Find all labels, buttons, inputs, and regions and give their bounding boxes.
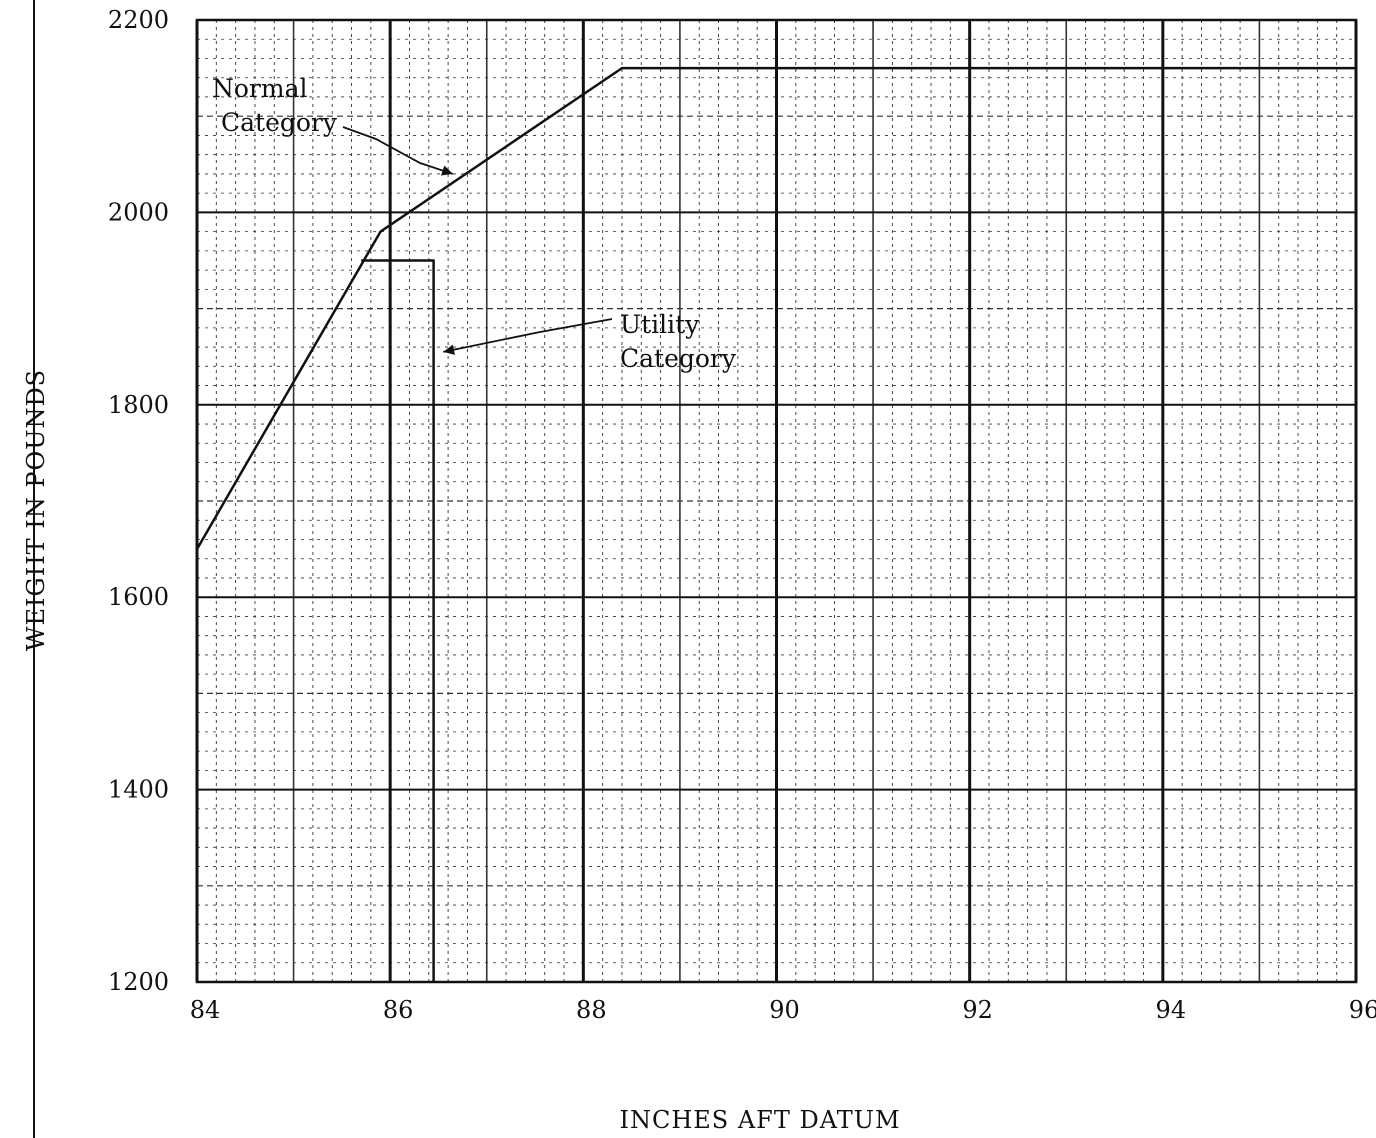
arrowhead-icon bbox=[441, 165, 453, 176]
x-tick-label: 96 bbox=[1349, 996, 1376, 1024]
annotation-text: Utility bbox=[620, 310, 700, 339]
y-tick-labels: 1200 1400 1600 1800 2000 2200 bbox=[108, 6, 169, 996]
x-tick-label: 88 bbox=[576, 996, 607, 1024]
annotation-text: Category bbox=[221, 108, 338, 137]
x-tick-label: 86 bbox=[383, 996, 414, 1024]
x-tick-labels: 84 86 88 90 92 94 96 bbox=[190, 996, 1376, 1024]
normal-category-label: Normal Category bbox=[212, 74, 454, 176]
y-tick-label: 1200 bbox=[108, 968, 169, 996]
annotation-layer: Normal Category Utility Category bbox=[212, 74, 737, 373]
y-tick-label: 1600 bbox=[108, 583, 169, 611]
x-tick-label: 94 bbox=[1156, 996, 1187, 1024]
x-axis-title: INCHES AFT DATUM bbox=[619, 1106, 900, 1134]
y-tick-label: 2000 bbox=[108, 198, 169, 226]
annotation-leader bbox=[342, 126, 454, 175]
y-tick-label: 1800 bbox=[108, 391, 169, 419]
y-axis-title: WEIGHT IN POUNDS bbox=[22, 369, 50, 651]
y-tick-label: 2200 bbox=[108, 6, 169, 34]
annotation-text: Normal bbox=[212, 74, 307, 103]
normal-category-line bbox=[195, 66, 1356, 550]
x-tick-label: 92 bbox=[962, 996, 993, 1024]
x-tick-label: 90 bbox=[769, 996, 800, 1024]
plot-frame bbox=[195, 18, 1358, 984]
y-tick-label: 1400 bbox=[108, 776, 169, 804]
arrowhead-icon bbox=[443, 344, 455, 355]
annotation-leader bbox=[443, 318, 613, 353]
x-tick-label: 84 bbox=[190, 996, 221, 1024]
utility-category-line bbox=[361, 259, 435, 982]
series-layer bbox=[195, 66, 1356, 982]
utility-category-label: Utility Category bbox=[443, 310, 737, 373]
annotation-text: Category bbox=[620, 344, 737, 373]
